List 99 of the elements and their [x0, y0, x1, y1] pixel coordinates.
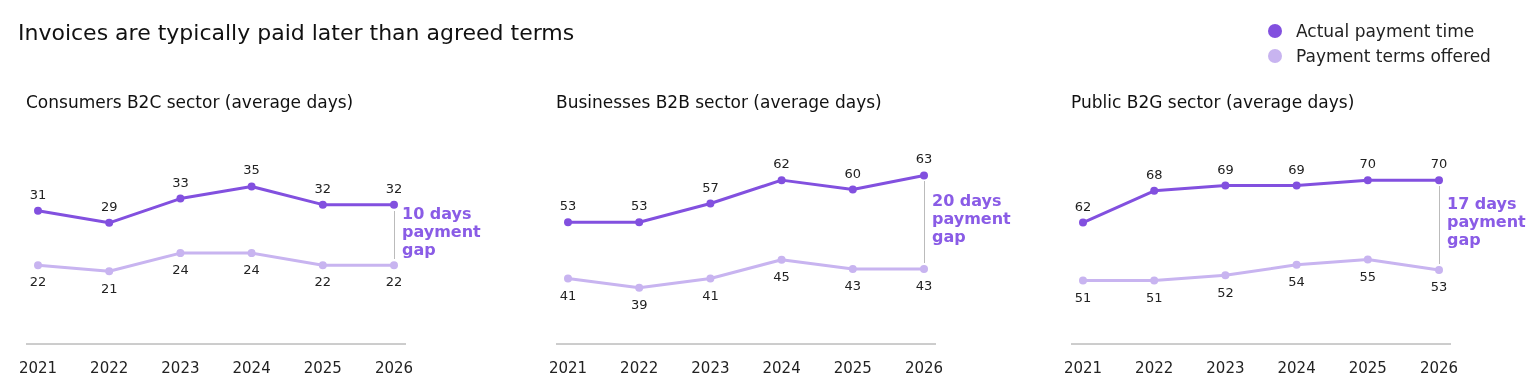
point [176, 194, 185, 203]
data-label: 24 [243, 262, 260, 278]
data-label: 60 [844, 165, 862, 181]
point [777, 255, 786, 264]
annotation: 20 days payment gap [932, 191, 1012, 247]
point [848, 185, 857, 194]
chart-title: Businesses B2B sector (average days) [556, 92, 882, 112]
point [1079, 276, 1087, 285]
point [176, 249, 185, 258]
point [920, 265, 928, 274]
x-tick-label: 2025 [303, 358, 342, 377]
x-tick-label: 2024 [1277, 358, 1316, 377]
data-label: 63 [915, 151, 933, 167]
data-label: 21 [100, 280, 118, 296]
x-tick-label: 2022 [90, 358, 129, 377]
point [1150, 186, 1159, 195]
chart-title: Public B2G sector (average days) [1071, 92, 1355, 112]
data-label: 69 [1288, 161, 1305, 177]
point [920, 171, 928, 180]
data-label: 69 [1217, 161, 1234, 177]
data-label: 54 [1288, 274, 1305, 289]
x-tick-label: 2021 [548, 358, 588, 377]
point [34, 261, 42, 270]
data-label: 68 [1145, 166, 1163, 182]
chart-subtitle: Consumers B2C sector (average days) [26, 92, 354, 112]
x-tick-label: 2026 [374, 358, 414, 377]
point [390, 200, 398, 209]
data-label: 53 [1430, 279, 1448, 295]
x-tick-label: 2021 [18, 358, 58, 377]
annotation: 10 days payment gap [402, 203, 482, 259]
data-label: 22 [314, 274, 332, 290]
legend-label: Payment terms offered [1296, 45, 1491, 66]
point [848, 265, 857, 274]
x-tick-label: 2022 [620, 358, 659, 377]
annotation: 17 days payment gap [1447, 194, 1527, 250]
x-tick-label: 2023 [161, 358, 200, 377]
point [318, 261, 327, 270]
data-label: 32 [385, 180, 403, 196]
point [247, 249, 256, 258]
data-label: 55 [1359, 268, 1377, 284]
legend-label: Actual payment time [1296, 20, 1475, 41]
data-label: 51 [1074, 289, 1092, 305]
data-label: 22 [385, 274, 403, 290]
point [247, 182, 256, 191]
point [635, 218, 644, 227]
x-tick-label: 2025 [833, 358, 872, 377]
data-label: 22 [29, 274, 47, 290]
point [34, 206, 42, 215]
data-label: 62 [773, 156, 790, 172]
point [1150, 276, 1159, 285]
x-tick-label: 2026 [1419, 358, 1459, 377]
point [564, 218, 572, 227]
x-tick-label: 2023 [1206, 358, 1245, 377]
data-label: 39 [630, 297, 648, 313]
data-label: 24 [172, 262, 189, 278]
point [564, 274, 572, 283]
data-label: 29 [100, 198, 118, 214]
point [1292, 260, 1301, 269]
data-label: 57 [702, 179, 719, 195]
data-label: 53 [559, 198, 577, 214]
x-tick-label: 2021 [1063, 358, 1103, 377]
point [635, 283, 644, 292]
point [1292, 181, 1301, 190]
data-label: 51 [1145, 289, 1163, 305]
x-tick-label: 2025 [1348, 358, 1387, 377]
point [318, 200, 327, 209]
point [1079, 218, 1087, 227]
data-label: 70 [1430, 156, 1448, 172]
data-label: 33 [172, 174, 189, 190]
data-label: 62 [1074, 198, 1092, 214]
x-tick-label: 2024 [762, 358, 801, 377]
point [1363, 176, 1372, 185]
data-label: 35 [243, 162, 260, 178]
point [1221, 271, 1230, 280]
point [105, 267, 114, 276]
x-tick-label: 2024 [232, 358, 271, 377]
point [1435, 176, 1443, 185]
data-label: 45 [773, 268, 790, 284]
data-label: 43 [844, 278, 862, 294]
point [1435, 266, 1443, 275]
point [105, 218, 114, 227]
x-tick-label: 2026 [904, 358, 944, 377]
x-tick-label: 2023 [691, 358, 730, 377]
data-label: 32 [314, 180, 332, 196]
data-label: 41 [702, 287, 719, 303]
point [706, 199, 715, 208]
x-tick-label: 2022 [1135, 358, 1174, 377]
data-label: 70 [1359, 156, 1377, 172]
point [777, 176, 786, 185]
data-label: 53 [630, 198, 648, 214]
point [1363, 255, 1372, 264]
data-label: 52 [1217, 284, 1234, 300]
point [706, 274, 715, 283]
data-label: 43 [915, 278, 933, 294]
data-label: 41 [559, 287, 577, 303]
point [1221, 181, 1230, 190]
point [390, 261, 398, 270]
chart-title: Invoices are typically paid later than agreed terms [18, 20, 575, 45]
data-label: 31 [29, 186, 47, 202]
